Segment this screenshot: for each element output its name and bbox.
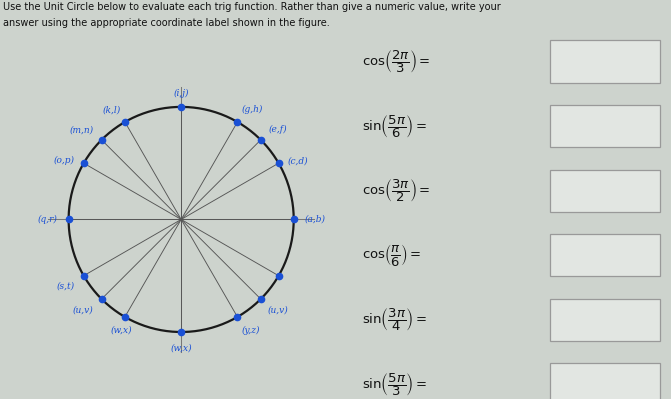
FancyBboxPatch shape	[550, 105, 660, 147]
Text: (g,h): (g,h)	[242, 105, 263, 114]
Text: (w,x): (w,x)	[111, 326, 132, 335]
Text: (w,x): (w,x)	[170, 343, 192, 352]
Text: (q,r): (q,r)	[38, 215, 57, 224]
FancyBboxPatch shape	[550, 299, 660, 341]
Text: (c,d): (c,d)	[288, 156, 308, 166]
Text: Use the Unit Circle below to evaluate each trig function. Rather than give a num: Use the Unit Circle below to evaluate ea…	[3, 2, 501, 12]
Text: (s,t): (s,t)	[56, 281, 74, 290]
Text: (y,z): (y,z)	[242, 326, 260, 335]
Text: $\cos\!\left(\dfrac{2\pi}{3}\right) =$: $\cos\!\left(\dfrac{2\pi}{3}\right) =$	[362, 48, 430, 75]
Text: $\cos\!\left(\dfrac{3\pi}{2}\right) =$: $\cos\!\left(\dfrac{3\pi}{2}\right) =$	[362, 177, 430, 204]
FancyBboxPatch shape	[550, 40, 660, 83]
Text: (a,b): (a,b)	[305, 215, 326, 224]
Text: (m,n): (m,n)	[70, 125, 94, 134]
FancyBboxPatch shape	[550, 170, 660, 212]
Text: (i,j): (i,j)	[173, 89, 189, 98]
Text: (u,v): (u,v)	[268, 306, 289, 315]
Text: $\cos\!\left(\dfrac{\pi}{6}\right) =$: $\cos\!\left(\dfrac{\pi}{6}\right) =$	[362, 242, 421, 268]
Text: $\sin\!\left(\dfrac{5\pi}{3}\right) =$: $\sin\!\left(\dfrac{5\pi}{3}\right) =$	[362, 371, 427, 398]
Text: (u,v): (u,v)	[73, 306, 94, 315]
FancyBboxPatch shape	[550, 234, 660, 277]
FancyBboxPatch shape	[550, 363, 660, 399]
Text: $\sin\!\left(\dfrac{3\pi}{4}\right) =$: $\sin\!\left(\dfrac{3\pi}{4}\right) =$	[362, 306, 427, 334]
Text: (o,p): (o,p)	[54, 156, 74, 166]
Text: (k,l): (k,l)	[102, 105, 120, 114]
Text: answer using the appropriate coordinate label shown in the figure.: answer using the appropriate coordinate …	[3, 18, 330, 28]
Text: (e,f): (e,f)	[268, 125, 287, 134]
Text: $\sin\!\left(\dfrac{5\pi}{6}\right) =$: $\sin\!\left(\dfrac{5\pi}{6}\right) =$	[362, 113, 427, 140]
